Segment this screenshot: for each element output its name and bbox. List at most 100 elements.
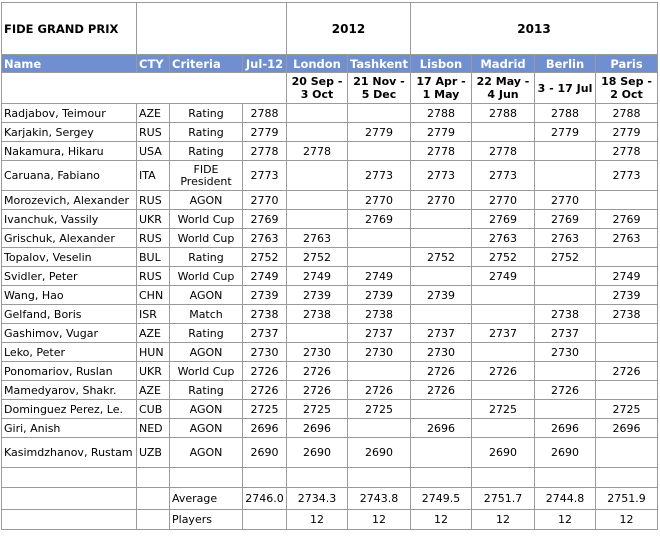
cell-tashkent: 2773 bbox=[347, 160, 411, 191]
cell-criteria: World Cup bbox=[169, 266, 243, 286]
cell-london: 2752 bbox=[286, 247, 348, 267]
table-title: FIDE GRAND PRIX bbox=[1, 2, 137, 55]
col-header-paris[interactable]: Paris bbox=[595, 54, 658, 73]
cell-berlin: 2763 bbox=[534, 228, 596, 248]
cell-cty: AZE bbox=[136, 103, 170, 123]
cell-criteria: AGON bbox=[169, 342, 243, 362]
dates-spacer bbox=[1, 72, 287, 104]
cell-name: Giri, Anish bbox=[1, 418, 137, 438]
cell-name: Kasimdzhanov, Rustam bbox=[1, 437, 137, 468]
cell-cty: HUN bbox=[136, 342, 170, 362]
average-row-jul12: 2746.0 bbox=[242, 487, 287, 510]
cell-criteria: Match bbox=[169, 304, 243, 324]
table-row: Gelfand, Boris ISR Match 2738 2738 2738 2738 27… bbox=[1, 304, 658, 324]
cell-lisbon bbox=[410, 304, 472, 324]
cell-name: Mamedyarov, Shakr. bbox=[1, 380, 137, 400]
cell-madrid bbox=[471, 418, 535, 438]
players-row-paris: 12 bbox=[595, 509, 658, 530]
cell-name: Ponomariov, Ruslan bbox=[1, 361, 137, 381]
cell-cty: CHN bbox=[136, 285, 170, 305]
cell-madrid: 2725 bbox=[471, 399, 535, 419]
cell-tashkent: 2730 bbox=[347, 342, 411, 362]
cell-madrid: 2778 bbox=[471, 141, 535, 161]
cell-cty: AZE bbox=[136, 380, 170, 400]
cell-paris: 2738 bbox=[595, 304, 658, 324]
cell-madrid: 2770 bbox=[471, 190, 535, 210]
cell-berlin: 2696 bbox=[534, 418, 596, 438]
col-header-berlin[interactable]: Berlin bbox=[534, 54, 596, 73]
cell-name: Gelfand, Boris bbox=[1, 304, 137, 324]
cell-jul12: 2788 bbox=[242, 103, 287, 123]
cell-madrid: 2690 bbox=[471, 437, 535, 468]
col-header-london[interactable]: London bbox=[286, 54, 348, 73]
spacer-cell bbox=[471, 467, 535, 488]
cell-cty: RUS bbox=[136, 266, 170, 286]
players-row-jul12 bbox=[242, 509, 287, 530]
cell-lisbon: 2726 bbox=[410, 380, 472, 400]
cell-criteria: Rating bbox=[169, 380, 243, 400]
col-header-name[interactable]: Name bbox=[1, 54, 137, 73]
cell-name: Ivanchuk, Vassily bbox=[1, 209, 137, 229]
players-row-label: Players bbox=[169, 509, 243, 530]
cell-jul12: 2763 bbox=[242, 228, 287, 248]
col-header-lisbon[interactable]: Lisbon bbox=[410, 54, 472, 73]
cell-berlin: 2690 bbox=[534, 437, 596, 468]
cell-london: 2726 bbox=[286, 361, 348, 381]
cell-name: Caruana, Fabiano bbox=[1, 160, 137, 191]
average-row-tashkent: 2743.8 bbox=[347, 487, 411, 510]
players-row-berlin: 12 bbox=[534, 509, 596, 530]
cell-berlin bbox=[534, 361, 596, 381]
cell-tashkent: 2769 bbox=[347, 209, 411, 229]
summary-blank-cell bbox=[1, 509, 137, 530]
date-madrid: 22 May - 4 Jun bbox=[471, 72, 535, 104]
table-row: Ivanchuk, Vassily UKR World Cup 2769 2769 276… bbox=[1, 209, 658, 229]
cell-paris bbox=[595, 247, 658, 267]
grand-prix-table: FIDE GRAND PRIX 2012 2013 Name CTY Crite… bbox=[1, 2, 658, 530]
table-row: Morozevich, Alexander RUS AGON 2770 2770 2770… bbox=[1, 190, 658, 210]
col-header-jul12[interactable]: Jul-12 bbox=[242, 54, 287, 73]
cell-jul12: 2737 bbox=[242, 323, 287, 343]
cell-jul12: 2726 bbox=[242, 380, 287, 400]
col-header-tashkent[interactable]: Tashkent bbox=[347, 54, 411, 73]
cell-madrid: 2737 bbox=[471, 323, 535, 343]
cell-lisbon bbox=[410, 437, 472, 468]
spacer-cell bbox=[169, 467, 243, 488]
cell-jul12: 2739 bbox=[242, 285, 287, 305]
cell-london: 2749 bbox=[286, 266, 348, 286]
cell-jul12: 2752 bbox=[242, 247, 287, 267]
cell-paris: 2778 bbox=[595, 141, 658, 161]
date-tashkent: 21 Nov - 5 Dec bbox=[347, 72, 411, 104]
cell-paris bbox=[595, 380, 658, 400]
cell-berlin: 2769 bbox=[534, 209, 596, 229]
cell-name: Morozevich, Alexander bbox=[1, 190, 137, 210]
cell-london: 2690 bbox=[286, 437, 348, 468]
table-row: Leko, Peter HUN AGON 2730 2730 2730 2730 2730 bbox=[1, 342, 658, 362]
cell-lisbon: 2730 bbox=[410, 342, 472, 362]
cell-cty: UKR bbox=[136, 361, 170, 381]
cell-tashkent: 2726 bbox=[347, 380, 411, 400]
cell-london: 2730 bbox=[286, 342, 348, 362]
dates-row: 20 Sep - 3 Oct 21 Nov - 5 Dec 17 Apr - 1… bbox=[1, 72, 658, 104]
cell-berlin: 2779 bbox=[534, 122, 596, 142]
col-header-madrid[interactable]: Madrid bbox=[471, 54, 535, 73]
cell-name: Wang, Hao bbox=[1, 285, 137, 305]
cell-cty: RUS bbox=[136, 228, 170, 248]
cell-criteria: Rating bbox=[169, 122, 243, 142]
grand-prix-table-container: FIDE GRAND PRIX 2012 2013 Name CTY Crite… bbox=[1, 2, 658, 530]
col-header-cty[interactable]: CTY bbox=[136, 54, 170, 73]
cell-paris: 2726 bbox=[595, 361, 658, 381]
players-row-madrid: 12 bbox=[471, 509, 535, 530]
cell-london bbox=[286, 122, 348, 142]
col-header-criteria[interactable]: Criteria bbox=[169, 54, 243, 73]
cell-name: Topalov, Veselin bbox=[1, 247, 137, 267]
cell-jul12: 2738 bbox=[242, 304, 287, 324]
cell-criteria: World Cup bbox=[169, 228, 243, 248]
cell-paris: 2779 bbox=[595, 122, 658, 142]
cell-criteria: AGON bbox=[169, 418, 243, 438]
table-row: Kasimdzhanov, Rustam UZB AGON 2690 2690 2690 2… bbox=[1, 437, 658, 468]
cell-madrid bbox=[471, 342, 535, 362]
cell-lisbon bbox=[410, 266, 472, 286]
title-row: FIDE GRAND PRIX 2012 2013 bbox=[1, 2, 658, 55]
cell-cty: NED bbox=[136, 418, 170, 438]
spacer-cell bbox=[1, 467, 137, 488]
